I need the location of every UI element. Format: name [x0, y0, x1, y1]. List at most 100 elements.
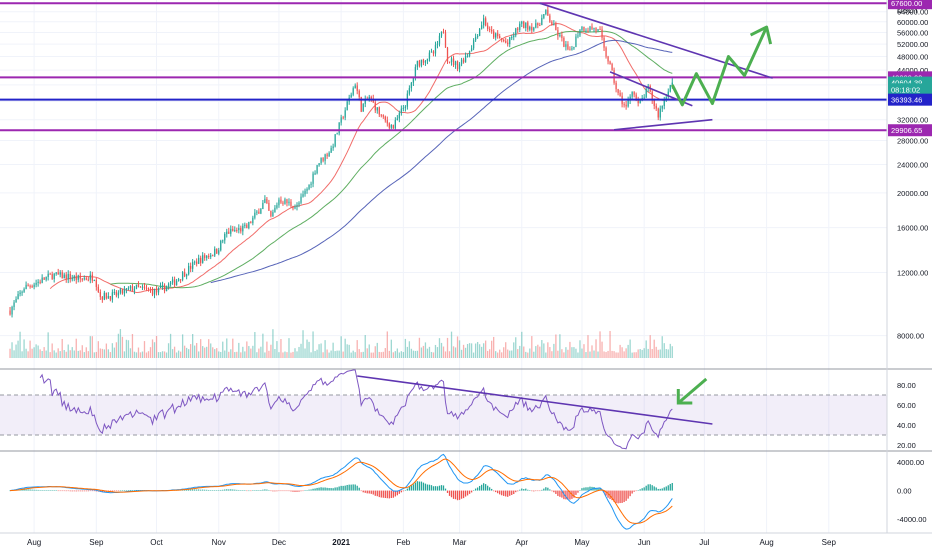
candle-body[interactable]: [43, 277, 45, 280]
candle-body[interactable]: [565, 44, 567, 47]
rsi-line[interactable]: [39, 369, 673, 450]
candle-body[interactable]: [252, 217, 254, 224]
candle-body[interactable]: [93, 280, 95, 282]
candle-body[interactable]: [458, 64, 461, 70]
candle-body[interactable]: [575, 36, 577, 47]
candle-body[interactable]: [392, 125, 394, 129]
candle-body[interactable]: [368, 96, 370, 100]
candle-body[interactable]: [240, 228, 242, 232]
candle-body[interactable]: [226, 231, 228, 235]
candle-body[interactable]: [380, 114, 382, 116]
rsi-panel[interactable]: [0, 369, 887, 450]
candle-body[interactable]: [115, 291, 118, 296]
candle-body[interactable]: [378, 107, 380, 115]
candle-body[interactable]: [59, 272, 61, 275]
candle-body[interactable]: [258, 211, 260, 214]
candle-body[interactable]: [609, 61, 611, 65]
candle-body[interactable]: [627, 100, 629, 107]
candle-body[interactable]: [448, 61, 451, 63]
candle-body[interactable]: [292, 206, 294, 209]
candle-body[interactable]: [113, 291, 116, 293]
candle-body[interactable]: [270, 210, 272, 217]
candle-body[interactable]: [497, 33, 499, 37]
candle-body[interactable]: [107, 296, 110, 299]
candle-body[interactable]: [478, 28, 481, 36]
candle-body[interactable]: [103, 292, 106, 300]
candle-body[interactable]: [19, 292, 21, 295]
candle-body[interactable]: [189, 265, 192, 269]
candle-body[interactable]: [125, 288, 128, 290]
candle-body[interactable]: [324, 154, 326, 161]
candle-body[interactable]: [591, 26, 593, 30]
candle-body[interactable]: [21, 291, 23, 293]
candle-body[interactable]: [47, 273, 49, 277]
candle-body[interactable]: [41, 277, 43, 283]
candle-body[interactable]: [589, 26, 591, 31]
candle-body[interactable]: [167, 284, 170, 287]
candle-body[interactable]: [416, 60, 419, 68]
candle-body[interactable]: [286, 199, 288, 204]
candle-body[interactable]: [294, 207, 296, 209]
candle-body[interactable]: [605, 47, 607, 57]
candle-body[interactable]: [418, 60, 421, 66]
candle-body[interactable]: [400, 108, 403, 114]
candle-body[interactable]: [296, 204, 298, 208]
candle-body[interactable]: [370, 96, 372, 99]
candle-body[interactable]: [256, 211, 258, 213]
candle-body[interactable]: [157, 287, 160, 293]
panel-separators[interactable]: [0, 368, 932, 452]
candle-body[interactable]: [597, 29, 599, 32]
candle-body[interactable]: [559, 34, 561, 37]
candle-body[interactable]: [669, 85, 671, 92]
candle-body[interactable]: [476, 35, 479, 38]
candle-body[interactable]: [593, 27, 595, 30]
candle-body[interactable]: [452, 58, 455, 66]
candle-body[interactable]: [617, 89, 619, 93]
candle-body[interactable]: [402, 107, 405, 109]
candle-body[interactable]: [61, 272, 63, 279]
candle-body[interactable]: [394, 120, 396, 129]
candle-body[interactable]: [346, 101, 348, 111]
candle-body[interactable]: [159, 286, 162, 288]
candle-body[interactable]: [386, 120, 388, 124]
candle-body[interactable]: [571, 48, 573, 50]
candle-body[interactable]: [495, 33, 497, 38]
candle-body[interactable]: [133, 288, 136, 291]
candle-body[interactable]: [408, 88, 411, 94]
candle-body[interactable]: [607, 56, 609, 62]
candle-body[interactable]: [143, 286, 146, 288]
candle-body[interactable]: [428, 52, 431, 59]
candle-body[interactable]: [55, 272, 57, 274]
candle-body[interactable]: [529, 26, 531, 30]
candle-body[interactable]: [629, 96, 631, 101]
candle-body[interactable]: [308, 184, 310, 190]
candle-body[interactable]: [625, 104, 627, 107]
candle-body[interactable]: [202, 255, 204, 263]
candle-body[interactable]: [412, 77, 415, 83]
candle-body[interactable]: [300, 196, 302, 203]
candle-body[interactable]: [456, 61, 459, 70]
candle-body[interactable]: [517, 28, 519, 30]
candle-body[interactable]: [635, 94, 637, 100]
candle-body[interactable]: [328, 152, 330, 157]
candle-body[interactable]: [89, 274, 91, 280]
candle-body[interactable]: [242, 225, 244, 232]
candle-body[interactable]: [470, 48, 473, 52]
candle-body[interactable]: [330, 148, 332, 153]
candle-body[interactable]: [302, 194, 304, 197]
candle-body[interactable]: [230, 228, 232, 234]
candle-body[interactable]: [519, 23, 521, 30]
candle-body[interactable]: [71, 278, 73, 280]
projection-arrowhead[interactable]: [749, 25, 773, 45]
candle-body[interactable]: [260, 209, 262, 214]
candle-body[interactable]: [545, 9, 547, 15]
candle-body[interactable]: [338, 122, 340, 134]
candle-body[interactable]: [376, 107, 378, 111]
candle-body[interactable]: [119, 289, 122, 293]
candle-body[interactable]: [312, 173, 314, 184]
candle-body[interactable]: [599, 29, 601, 31]
candle-body[interactable]: [129, 286, 132, 289]
candle-body[interactable]: [382, 115, 384, 117]
candle-body[interactable]: [422, 59, 425, 63]
candle-body[interactable]: [364, 98, 366, 104]
